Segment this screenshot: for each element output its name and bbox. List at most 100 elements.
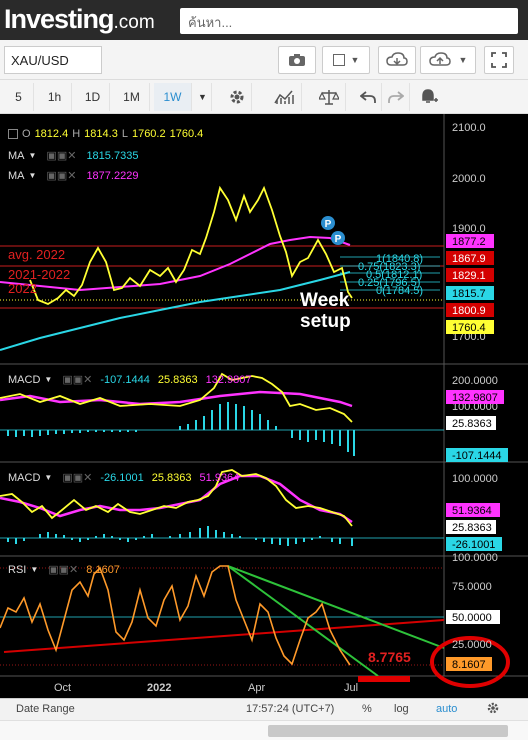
timeframe-1w[interactable]: 1W xyxy=(154,83,192,111)
chevron-down-icon: ▼ xyxy=(28,151,37,160)
settings-button[interactable] xyxy=(222,83,252,111)
rsi-badge xyxy=(446,610,500,624)
price-badge xyxy=(446,303,494,317)
macd1-v2: 25.8363 xyxy=(157,373,198,386)
chart-area[interactable]: P P avg. 2022 2021-2022 2022 1(1840.8) 0… xyxy=(0,114,528,698)
axis-tick: 2100.0 xyxy=(452,122,486,134)
macd2-v2: 25.8363 xyxy=(151,471,192,484)
rsi-badge-text: 50.0000 xyxy=(452,612,492,624)
indicators-button[interactable] xyxy=(268,83,302,111)
cloud-upload-button[interactable]: ▼ xyxy=(420,46,476,74)
indicator-controls-icon[interactable]: ▣▣✕ xyxy=(46,150,77,162)
macd1-legend[interactable]: MACD ▼ ▣▣✕ -107.1444 25.8363 132.9807 xyxy=(8,373,252,387)
scrollbar-thumb[interactable] xyxy=(268,725,508,737)
timeframe-label: 1W xyxy=(163,90,182,104)
price-badge-text: 1829.1 xyxy=(452,270,486,282)
camera-button[interactable] xyxy=(278,46,316,74)
rsi-line xyxy=(0,565,351,666)
macd1-signal-line xyxy=(0,390,353,408)
axis-tick: 2000.0 xyxy=(452,173,486,185)
indicator-controls-icon[interactable]: ▣▣✕ xyxy=(62,472,93,484)
macd2-signal-line xyxy=(0,474,353,524)
redo-button[interactable] xyxy=(382,83,410,111)
ma1-label: MA xyxy=(8,149,25,162)
macd2-badge-text: 25.8363 xyxy=(452,522,492,534)
axis-tick: 25.0000 xyxy=(452,639,492,651)
x-axis-tick: 2022 xyxy=(147,682,171,694)
chevron-down-icon: ▼ xyxy=(44,473,53,482)
macd2-v3: 51.9364 xyxy=(199,471,240,484)
fib-label: 0.25(1796.5) xyxy=(358,277,420,289)
macd1-badge-text: 25.8363 xyxy=(452,418,492,430)
macd1-v1: -107.1444 xyxy=(100,373,150,386)
fib-label: 0.75(1823.3) xyxy=(358,261,420,273)
macd2-badge-text: -26.1001 xyxy=(452,539,495,551)
macd2-v1: -26.1001 xyxy=(100,471,144,484)
chart-toolbar: XAU/USD ▼ ▼ xyxy=(0,40,528,80)
h-label: H xyxy=(72,128,81,140)
logo-suffix: .com xyxy=(113,12,155,33)
timeframe-dropdown[interactable]: ▼ xyxy=(194,83,212,111)
clock-time: 17:57:24 (UTC+7) xyxy=(246,703,335,715)
price-badge xyxy=(446,320,494,334)
ma2-value: 1877.2229 xyxy=(86,169,139,182)
site-logo[interactable]: Investing.com xyxy=(4,4,155,35)
ma-fast-line xyxy=(0,271,351,351)
undo-button[interactable] xyxy=(354,83,382,111)
rsi-badge xyxy=(446,657,492,671)
timeframe-1h[interactable]: 1h xyxy=(38,83,72,111)
rsi-red-trendline xyxy=(3,619,445,653)
cloud-upload-icon xyxy=(428,52,451,66)
rsi-legend[interactable]: RSI ▼ ▣▣✕ 8.1607 xyxy=(8,563,120,577)
log-toggle[interactable]: log xyxy=(394,703,409,715)
marker-p[interactable] xyxy=(331,231,345,245)
macd1-badge xyxy=(446,416,496,430)
ma2-legend[interactable]: MA ▼ ▣▣✕ 1877.2229 xyxy=(8,169,139,183)
cloud-download-button[interactable] xyxy=(378,46,416,74)
fullscreen-button[interactable] xyxy=(484,46,514,74)
price-badge-text: 1867.9 xyxy=(452,253,486,265)
axis-tick: 100.0000 xyxy=(452,552,498,564)
date-range-button[interactable]: Date Range xyxy=(16,703,75,715)
price-badge-text: 1815.7 xyxy=(452,288,486,300)
macd2-badge xyxy=(446,537,502,551)
annotation-setup: setup xyxy=(300,311,351,332)
color-picker-button[interactable]: ▼ xyxy=(322,46,370,74)
macd1-badge xyxy=(446,448,508,462)
ma1-value: 1815.7335 xyxy=(86,149,139,162)
chevron-down-icon: ▼ xyxy=(30,565,39,574)
macd2-line xyxy=(0,469,353,527)
alert-button[interactable] xyxy=(414,83,444,111)
red-mark xyxy=(358,676,410,682)
indicator-controls-icon[interactable]: ▣▣✕ xyxy=(46,170,77,182)
search-input[interactable]: ค้นหา... xyxy=(180,8,518,34)
macd2-legend[interactable]: MACD ▼ ▣▣✕ -26.1001 25.8363 51.9364 xyxy=(8,471,240,485)
indicators-icon xyxy=(273,90,294,104)
macd1-v3: 132.9807 xyxy=(205,373,252,386)
price-badge-text: 1877.2 xyxy=(452,236,486,248)
timeframe-1m[interactable]: 1M xyxy=(114,83,150,111)
price-badge xyxy=(446,234,494,248)
indicator-controls-icon[interactable]: ▣▣✕ xyxy=(48,564,79,576)
compare-button[interactable] xyxy=(312,83,346,111)
percent-toggle[interactable]: % xyxy=(362,703,372,715)
rsi-green-trendline xyxy=(227,565,379,677)
symbol-input[interactable]: XAU/USD xyxy=(4,46,102,74)
fib-label: 1(1840.8) xyxy=(376,253,423,265)
auto-toggle[interactable]: auto xyxy=(436,703,458,715)
ma1-legend[interactable]: MA ▼ ▣▣✕ 1815.7335 xyxy=(8,149,139,163)
settings-button[interactable] xyxy=(486,701,500,718)
timeframe-5[interactable]: 5 xyxy=(4,83,34,111)
bell-plus-icon xyxy=(422,89,438,103)
o-label: O xyxy=(22,128,31,140)
avg-2022-label: avg. 2022 xyxy=(8,247,65,262)
axis-tick: 100.0000 xyxy=(452,473,498,485)
indicator-controls-icon[interactable]: ▣▣✕ xyxy=(62,374,93,386)
l-value: 1760.2 xyxy=(131,128,166,140)
undo-icon xyxy=(359,91,376,103)
red-circle-highlight xyxy=(430,636,510,688)
horizontal-scrollbar[interactable] xyxy=(0,720,528,740)
timeframe-1d[interactable]: 1D xyxy=(76,83,110,111)
collapse-icon[interactable] xyxy=(8,129,18,139)
marker-p[interactable] xyxy=(321,216,335,230)
